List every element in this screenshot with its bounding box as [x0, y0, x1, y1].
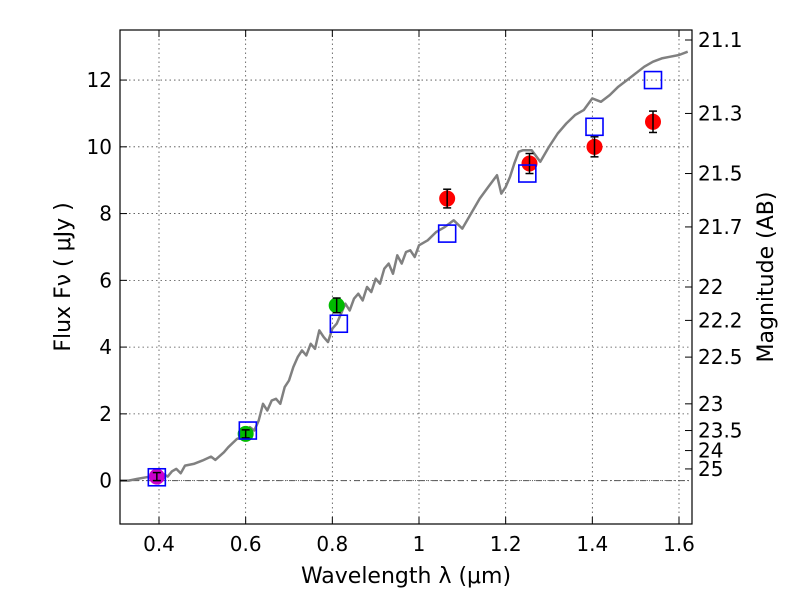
y-tick-label: 4	[99, 335, 112, 359]
grid	[120, 30, 692, 524]
x-tick-label: 1	[413, 532, 426, 556]
model-photometry-point	[437, 224, 457, 243]
y-tick-label: 8	[99, 202, 112, 226]
x-tick-label: 0.6	[230, 532, 262, 556]
y-tick-label: 10	[87, 135, 112, 159]
x-tick-label: 1.2	[490, 532, 522, 556]
mag-tick-label: 21.1	[698, 28, 743, 52]
x-tick-label: 1.4	[576, 532, 608, 556]
x-tick-label: 1.6	[663, 532, 695, 556]
x-tick-label: 0.8	[316, 532, 348, 556]
model-sed-line	[120, 50, 689, 482]
model-photometry-point	[585, 117, 604, 137]
x-axis-title: Wavelength λ (μm)	[301, 564, 511, 589]
mag-tick-label: 23.5	[698, 419, 743, 443]
y-axis-left-title: Flux Fν ( μJy )	[51, 202, 76, 351]
axes-ticks: 0.4 0.6 0.8 1 1.2 1.4 1.602468101221.121.321.5…	[87, 28, 743, 556]
mag-tick-label: 21.3	[698, 101, 743, 125]
model-photometry-point	[147, 467, 167, 487]
model-photometry-point	[643, 70, 663, 90]
y-tick-label: 0	[99, 469, 112, 493]
model-photometry-point	[238, 421, 258, 440]
mag-tick-label: 21.7	[698, 215, 743, 239]
mag-tick-label: 23	[698, 392, 723, 416]
mag-tick-label: 22.2	[698, 308, 743, 332]
y-tick-label: 6	[99, 268, 112, 292]
y-tick-label: 2	[99, 402, 112, 426]
plot-frame	[119, 29, 693, 525]
mag-tick-label: 21.5	[698, 162, 743, 186]
mag-tick-label: 22.5	[698, 345, 743, 369]
model-photometry-point	[518, 164, 537, 183]
mag-tick-label: 24	[698, 439, 723, 463]
x-tick-label: 0.4	[143, 532, 175, 556]
y-tick-label: 12	[87, 68, 112, 92]
plot-area	[120, 50, 692, 487]
y-axis-right-title: Magnitude (AB)	[754, 192, 779, 363]
mag-tick-label: 25	[698, 457, 723, 481]
model-photometry-point	[329, 314, 349, 334]
mag-tick-label: 22	[698, 275, 723, 299]
